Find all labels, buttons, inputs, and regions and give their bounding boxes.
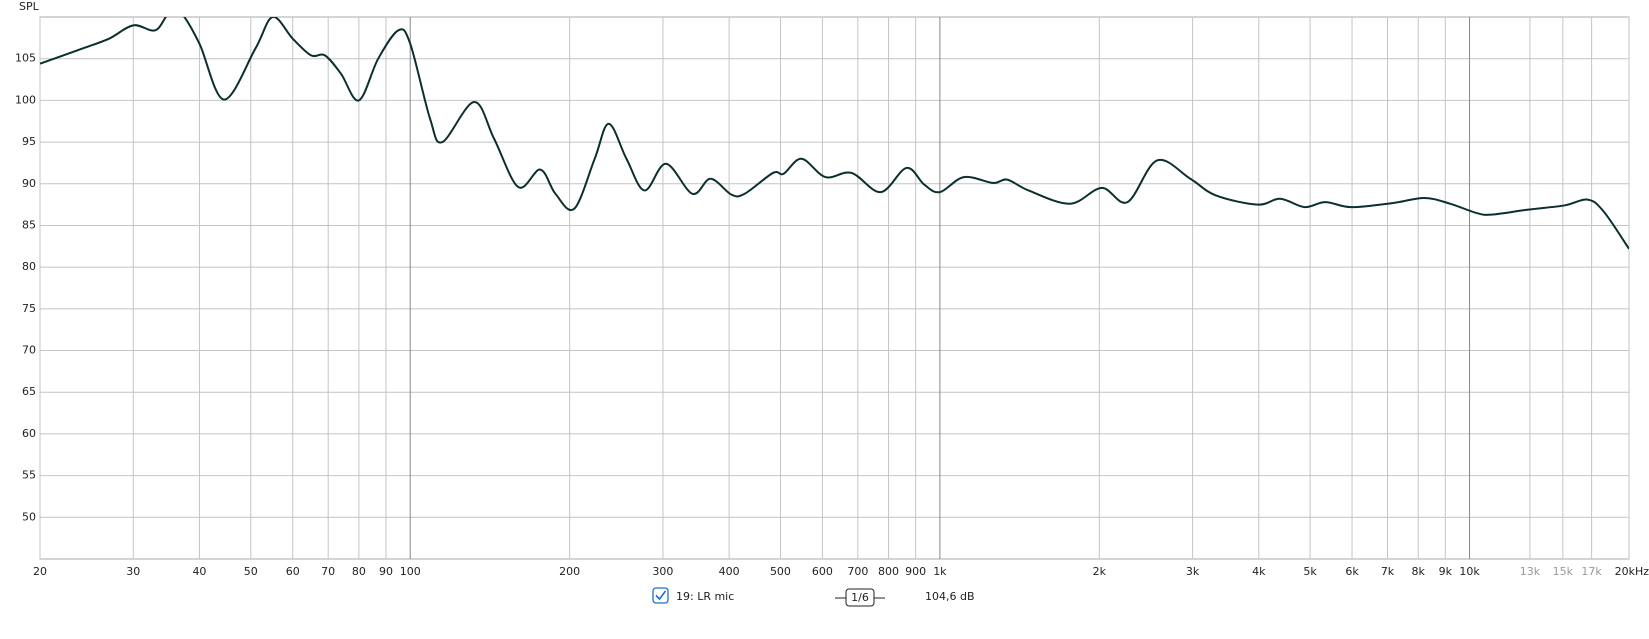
x-tick-label: 100	[400, 565, 421, 578]
y-tick-label: 95	[22, 135, 36, 148]
y-tick-label: 50	[22, 510, 36, 523]
x-tick-label: 20kHz	[1615, 565, 1649, 578]
smoothing-box[interactable]	[845, 588, 875, 607]
x-tick-label: 300	[652, 565, 673, 578]
x-tick-label: 2k	[1093, 565, 1107, 578]
x-tick-label: 800	[878, 565, 899, 578]
smoothing-control[interactable]: 1/6	[835, 588, 885, 607]
x-tick-label: 700	[847, 565, 868, 578]
x-tick-label: 60	[286, 565, 300, 578]
y-tick-label: 105	[15, 52, 36, 65]
x-tick-label: 1k	[933, 565, 947, 578]
x-tick-label: 10k	[1459, 565, 1480, 578]
legend-label: 19: LR mic	[676, 590, 734, 603]
x-tick-label: 600	[812, 565, 833, 578]
y-tick-label: 75	[22, 302, 36, 315]
y-tick-label: 65	[22, 385, 36, 398]
x-tick-label: 5k	[1303, 565, 1317, 578]
x-tick-label: 13k	[1520, 565, 1541, 578]
x-tick-label: 200	[559, 565, 580, 578]
x-tick-label: 400	[719, 565, 740, 578]
x-tick-label: 40	[192, 565, 206, 578]
smoothing-label: 1/6	[851, 591, 869, 604]
y-tick-label: 100	[15, 93, 36, 106]
y-axis-label: SPL	[19, 0, 40, 13]
x-tick-label: 3k	[1186, 565, 1200, 578]
y-tick-label: 80	[22, 260, 36, 273]
x-tick-label: 6k	[1345, 565, 1359, 578]
x-tick-label: 15k	[1553, 565, 1574, 578]
x-tick-label: 30	[126, 565, 140, 578]
check-icon	[655, 590, 667, 601]
x-tick-label: 4k	[1252, 565, 1266, 578]
x-tick-label: 7k	[1381, 565, 1395, 578]
y-tick-label: 55	[22, 469, 36, 482]
y-tick-label: 60	[22, 427, 36, 440]
readout: 104,6 dB	[925, 590, 975, 603]
y-tick-label: 90	[22, 177, 36, 190]
legend-checkbox[interactable]	[652, 587, 669, 604]
x-tick-label: 80	[352, 565, 366, 578]
y-tick-label: 85	[22, 218, 36, 231]
x-tick-label: 50	[244, 565, 258, 578]
x-tick-label: 500	[770, 565, 791, 578]
x-tick-label: 70	[321, 565, 335, 578]
plot-area	[39, 16, 1630, 560]
x-tick-label: 20	[33, 565, 47, 578]
x-tick-label: 9k	[1439, 565, 1453, 578]
x-tick-label: 90	[379, 565, 393, 578]
x-tick-label: 8k	[1412, 565, 1426, 578]
x-tick-label: 17k	[1581, 565, 1602, 578]
legend[interactable]: 19: LR mic	[652, 587, 734, 604]
y-tick-label: 70	[22, 344, 36, 357]
x-tick-label: 900	[905, 565, 926, 578]
data-line	[40, 17, 1629, 250]
